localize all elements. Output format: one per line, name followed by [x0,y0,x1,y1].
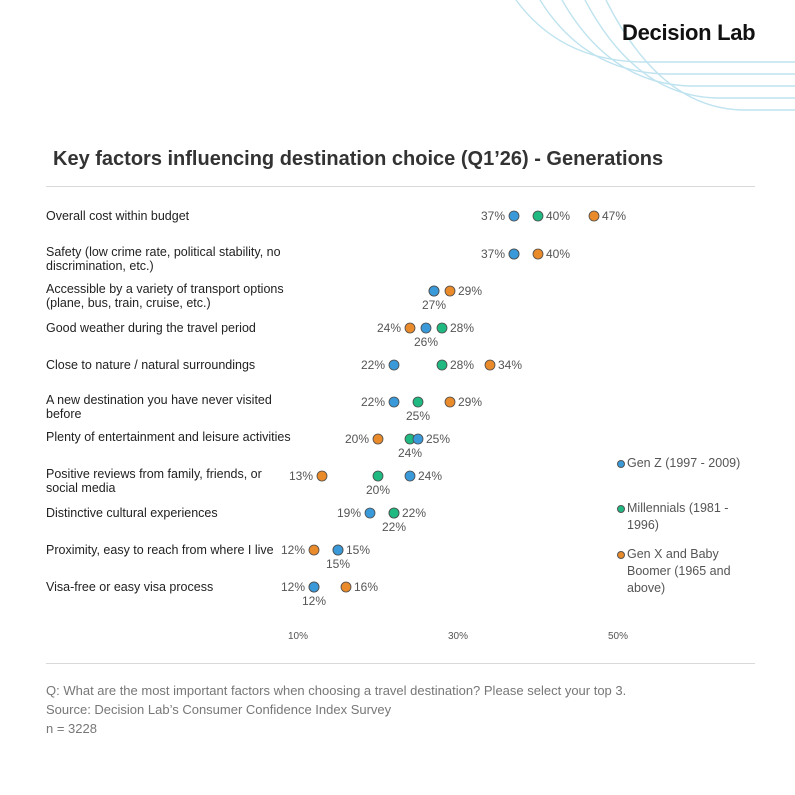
data-point [388,507,400,519]
data-label: 12% [281,580,305,594]
data-point [532,210,544,222]
data-label: 24% [398,446,422,460]
data-label: 27% [422,298,446,312]
deco-curve-4 [584,0,795,99]
category-label: Proximity, easy to reach from where I li… [46,543,274,557]
data-point [484,359,496,371]
category-label: Visa-free or easy visa process [46,580,214,594]
data-label: 22% [361,395,385,409]
data-point [404,322,416,334]
data-point [532,248,544,260]
data-label: 22% [382,520,406,534]
data-label: 24% [418,469,442,483]
footnote-question: Q: What are the most important factors w… [46,683,627,698]
footnote-sample-size: n = 3228 [46,721,97,736]
data-label: 29% [458,284,482,298]
legend-swatch [617,551,625,559]
data-label: 19% [337,506,361,520]
data-label: 12% [302,594,326,608]
data-label: 28% [450,321,474,335]
data-point [332,544,344,556]
deco-curve-5 [605,0,795,111]
category-label: Plenty of entertainment and leisure acti… [46,430,291,444]
data-label: 16% [354,580,378,594]
data-point [412,396,424,408]
data-point [508,210,520,222]
data-label: 22% [361,358,385,372]
data-label: 25% [406,409,430,423]
data-point [436,322,448,334]
data-label: 37% [481,209,505,223]
x-tick-label: 10% [288,631,308,642]
x-tick-label: 50% [608,631,628,642]
legend-label: Gen Z (1997 - 2009) [627,456,741,470]
bottom-divider [46,663,755,664]
legend-swatch [617,460,625,468]
data-point [444,396,456,408]
data-label: 15% [346,543,370,557]
legend-swatch [617,505,625,513]
category-label: Close to nature / natural surroundings [46,358,256,372]
category-label: Overall cost within budget [46,209,190,223]
data-label: 12% [281,543,305,557]
legend-label: Gen X and Baby Boomer (1965 and above) [627,547,731,595]
top-divider [46,186,755,187]
data-label: 29% [458,395,482,409]
data-point [372,470,384,482]
data-label: 13% [289,469,313,483]
dot-plot: 10% 30% 50% 37% 40% 47% 37% 40% 27% 29% 24% 26% 28% 2… [281,209,628,642]
data-point [340,581,352,593]
category-label: Good weather during the travel period [46,321,256,335]
data-label: 20% [366,483,390,497]
x-tick-label: 30% [448,631,468,642]
data-point [444,285,456,297]
data-point [436,359,448,371]
data-point [388,396,400,408]
data-label: 26% [414,335,438,349]
data-point [316,470,328,482]
legend-label: Millennials (1981 - 1996) [627,501,729,532]
data-point [420,322,432,334]
category-label: A new destination you have never visited… [46,393,272,421]
data-point [364,507,376,519]
data-label: 25% [426,432,450,446]
data-point [308,581,320,593]
data-point [404,470,416,482]
data-label: 15% [326,557,350,571]
data-label: 20% [345,432,369,446]
data-label: 22% [402,506,426,520]
decorative-curves [515,0,795,111]
data-point [508,248,520,260]
brand-logo: Decision Lab [622,20,756,45]
category-label: Accessible by a variety of transport opt… [46,282,284,310]
data-label: 37% [481,247,505,261]
data-point [372,433,384,445]
data-label: 40% [546,247,570,261]
chart-title: Key factors influencing destination choi… [53,148,664,170]
deco-curve-1 [515,0,795,63]
data-point [588,210,600,222]
data-label: 40% [546,209,570,223]
category-label: Safety (low crime rate, political stabil… [46,245,281,273]
data-label: 28% [450,358,474,372]
data-point [308,544,320,556]
data-label: 24% [377,321,401,335]
data-point [412,433,424,445]
footnote-source: Source: Decision Lab’s Consumer Confiden… [46,702,392,717]
deco-curve-3 [561,0,795,87]
data-label: 47% [602,209,626,223]
data-point [428,285,440,297]
category-label: Distinctive cultural experiences [46,506,218,520]
data-label: 34% [498,358,522,372]
category-label: Positive reviews from family, friends, o… [46,467,262,495]
data-point [388,359,400,371]
